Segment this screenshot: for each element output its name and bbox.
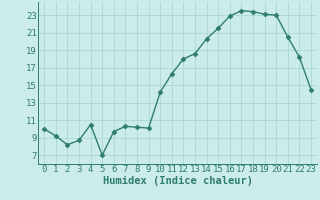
X-axis label: Humidex (Indice chaleur): Humidex (Indice chaleur) — [103, 176, 252, 186]
